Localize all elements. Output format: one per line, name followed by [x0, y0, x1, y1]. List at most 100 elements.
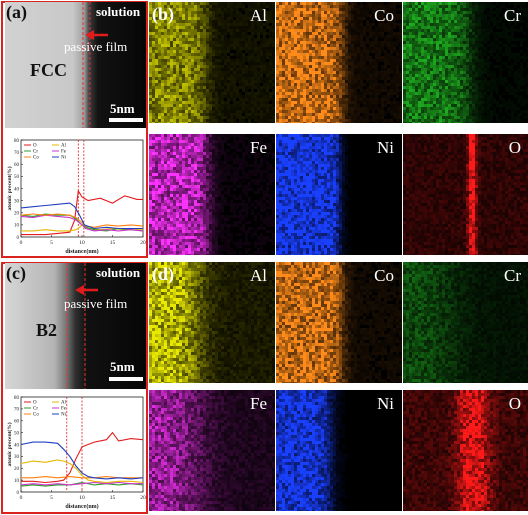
map-pixel — [242, 2, 245, 5]
map-pixel — [415, 119, 418, 122]
map-pixel — [191, 71, 194, 74]
map-pixel — [251, 5, 254, 8]
map-pixel — [285, 80, 288, 83]
map-pixel — [312, 26, 315, 29]
panel-c-series-co — [21, 476, 143, 479]
map-pixel — [260, 104, 263, 107]
map-pixel — [197, 47, 200, 50]
map-pixel — [254, 32, 257, 35]
map-pixel — [269, 17, 272, 20]
map-pixel — [173, 59, 176, 62]
map-pixel — [167, 2, 170, 5]
map-pixel — [366, 98, 369, 101]
map-pixel — [421, 29, 424, 32]
map-pixel — [245, 17, 248, 20]
map-pixel — [412, 80, 415, 83]
map-pixel — [315, 119, 318, 122]
map-pixel — [203, 65, 206, 68]
map-pixel — [375, 38, 378, 41]
map-pixel — [463, 23, 466, 26]
map-pixel — [327, 74, 330, 77]
map-pixel — [399, 74, 402, 77]
map-pixel — [158, 101, 161, 104]
map-pixel — [526, 101, 528, 104]
map-pixel — [324, 98, 327, 101]
map-pixel — [300, 86, 303, 89]
map-pixel — [209, 2, 212, 5]
map-pixel — [209, 71, 212, 74]
map-pixel — [251, 35, 254, 38]
map-pixel — [502, 116, 505, 119]
map-pixel — [218, 134, 221, 137]
map-pixel — [406, 2, 409, 5]
map-pixel — [257, 80, 260, 83]
map-pixel — [454, 122, 457, 123]
map-pixel — [415, 20, 418, 23]
map-pixel — [403, 101, 406, 104]
map-pixel — [218, 53, 221, 56]
map-pixel — [406, 80, 409, 83]
map-pixel — [463, 38, 466, 41]
map-pixel — [212, 29, 215, 32]
map-pixel — [330, 14, 333, 17]
map-pixel — [403, 65, 406, 68]
map-pixel — [164, 35, 167, 38]
map-pixel — [396, 83, 399, 86]
map-pixel — [212, 68, 215, 71]
map-pixel — [318, 122, 321, 123]
map-pixel — [315, 89, 318, 92]
map-pixel — [339, 32, 342, 35]
map-pixel — [158, 2, 161, 5]
map-pixel — [520, 98, 523, 101]
map-pixel — [424, 5, 427, 8]
map-pixel — [511, 107, 514, 110]
map-pixel — [170, 2, 173, 5]
map-pixel — [197, 86, 200, 89]
map-pixel — [427, 26, 430, 29]
map-pixel — [384, 83, 387, 86]
map-pixel — [378, 32, 381, 35]
map-pixel — [421, 11, 424, 14]
map-pixel — [375, 113, 378, 116]
map-pixel — [381, 104, 384, 107]
map-pixel — [158, 116, 161, 119]
map-pixel — [333, 8, 336, 11]
map-pixel — [436, 35, 439, 38]
map-pixel — [460, 98, 463, 101]
map-pixel — [152, 110, 155, 113]
map-pixel — [236, 59, 239, 62]
map-pixel — [342, 2, 345, 5]
map-pixel — [164, 8, 167, 11]
map-pixel — [239, 59, 242, 62]
map-pixel — [312, 38, 315, 41]
map-pixel — [206, 101, 209, 104]
map-pixel — [215, 104, 218, 107]
map-pixel — [481, 32, 484, 35]
map-pixel — [345, 59, 348, 62]
map-pixel — [173, 116, 176, 119]
map-pixel — [245, 29, 248, 32]
map-pixel — [369, 50, 372, 53]
map-pixel — [330, 47, 333, 50]
map-pixel — [321, 29, 324, 32]
map-pixel — [387, 110, 390, 113]
map-pixel — [236, 35, 239, 38]
map-pixel — [520, 113, 523, 116]
map-pixel — [297, 20, 300, 23]
map-pixel — [303, 98, 306, 101]
map-pixel — [387, 119, 390, 122]
map-pixel — [366, 8, 369, 11]
map-pixel — [221, 38, 224, 41]
map-pixel — [469, 107, 472, 110]
map-pixel — [282, 104, 285, 107]
map-pixel — [372, 107, 375, 110]
map-pixel — [415, 11, 418, 14]
map-pixel — [297, 5, 300, 8]
map-pixel — [393, 47, 396, 50]
map-pixel — [239, 38, 242, 41]
map-pixel — [390, 20, 393, 23]
map-pixel — [242, 104, 245, 107]
map-pixel — [239, 14, 242, 17]
map-pixel — [212, 50, 215, 53]
map-pixel — [409, 11, 412, 14]
